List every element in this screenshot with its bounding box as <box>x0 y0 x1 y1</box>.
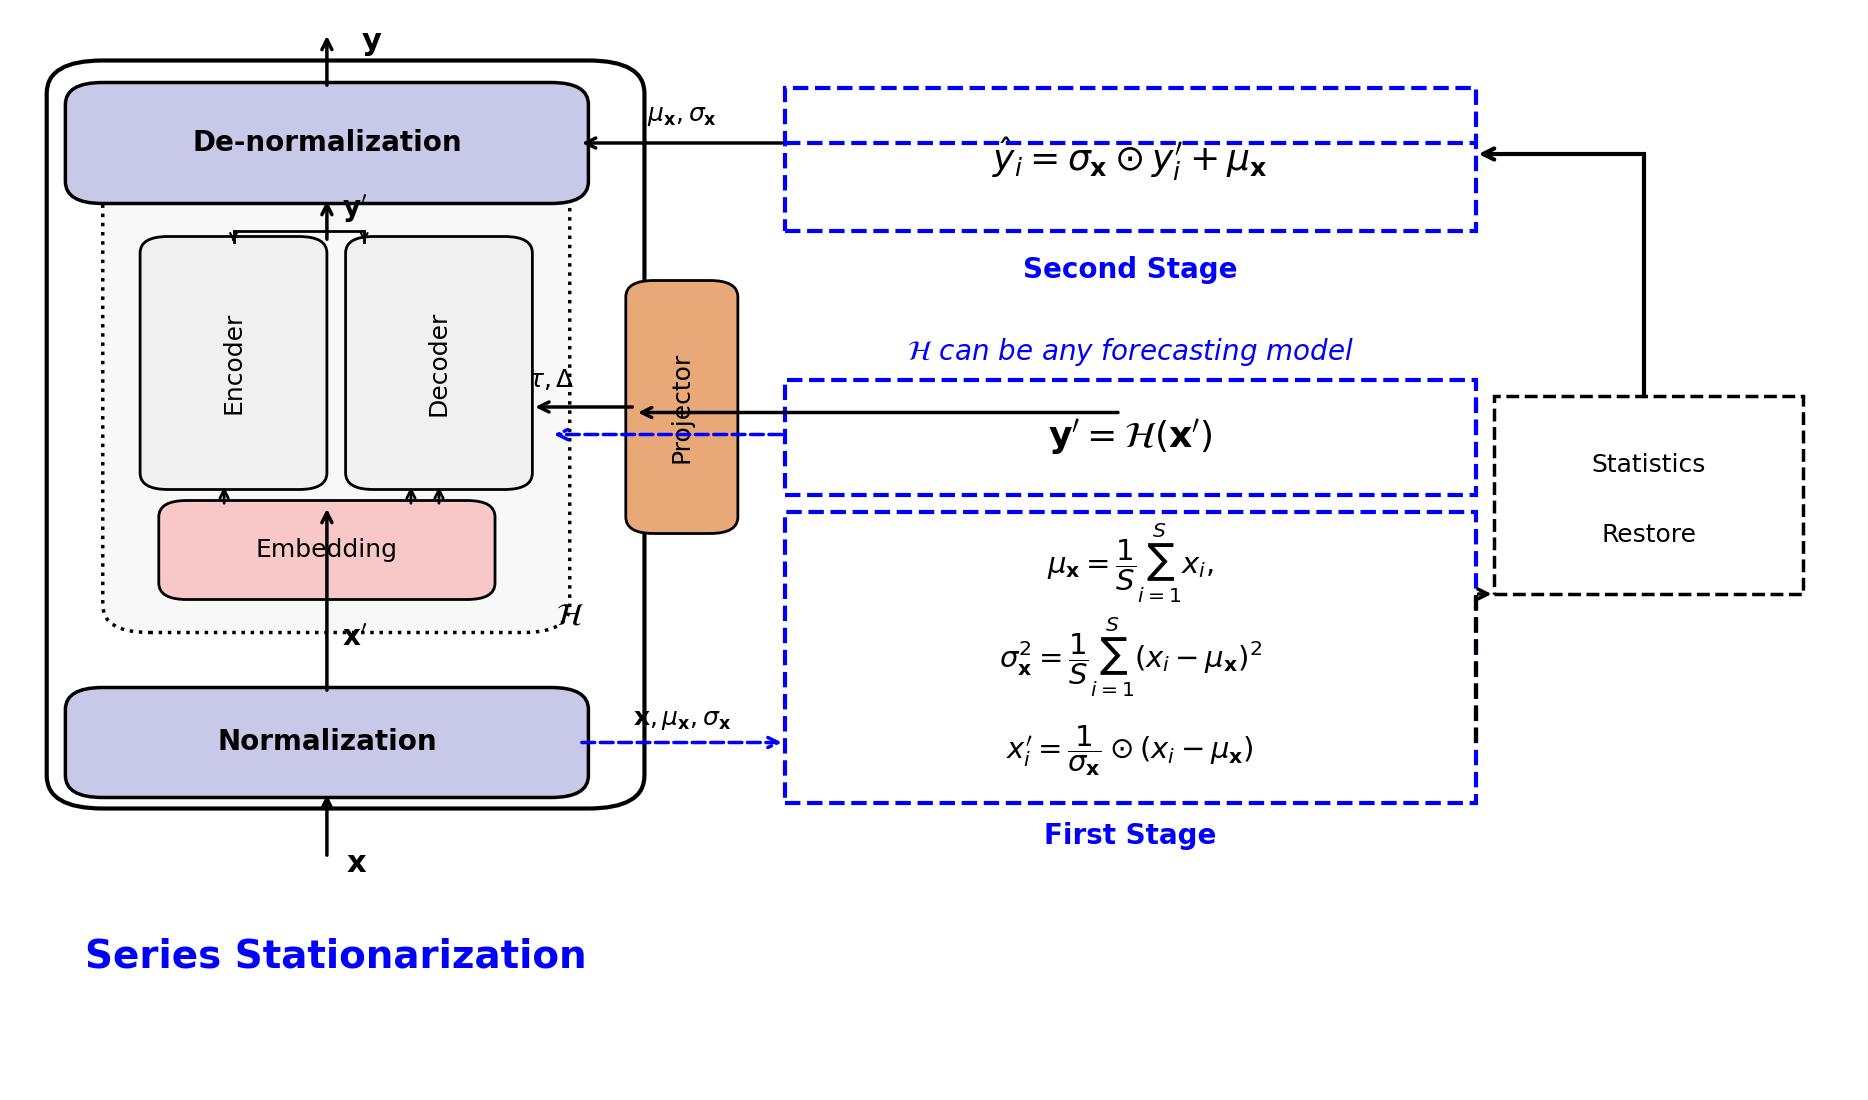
Text: $\mathbf{x}, \mu_\mathbf{x}, \sigma_\mathbf{x}$: $\mathbf{x}, \mu_\mathbf{x}, \sigma_\mat… <box>633 708 730 733</box>
Text: $\mu_\mathbf{x}, \sigma_\mathbf{x}$: $\mu_\mathbf{x}, \sigma_\mathbf{x}$ <box>646 103 717 128</box>
Text: Normalization: Normalization <box>217 728 437 757</box>
Bar <box>785 88 1476 231</box>
FancyBboxPatch shape <box>47 60 644 808</box>
FancyBboxPatch shape <box>65 82 588 204</box>
FancyBboxPatch shape <box>346 236 532 490</box>
Bar <box>785 512 1476 803</box>
Text: $\mathbf{x}'$: $\mathbf{x}'$ <box>342 624 368 652</box>
Text: $\mathbf{y}' = \mathcal{H}(\mathbf{x}')$: $\mathbf{y}' = \mathcal{H}(\mathbf{x}')$ <box>1048 417 1212 458</box>
Text: Encoder: Encoder <box>222 311 245 415</box>
Text: $\mathcal{H}$ can be any forecasting model: $\mathcal{H}$ can be any forecasting mod… <box>906 336 1354 368</box>
Text: $\tau, \Delta$: $\tau, \Delta$ <box>527 367 575 392</box>
Text: De-normalization: De-normalization <box>192 129 461 157</box>
Text: $\mu_\mathbf{x} = \dfrac{1}{S}\sum_{i=1}^{S} x_i,$: $\mu_\mathbf{x} = \dfrac{1}{S}\sum_{i=1}… <box>1046 522 1214 605</box>
FancyBboxPatch shape <box>65 688 588 798</box>
Text: $\mathbf{x}$: $\mathbf{x}$ <box>346 849 366 878</box>
FancyBboxPatch shape <box>159 500 495 600</box>
Text: $\hat{y}_i = \sigma_\mathbf{x} \odot y_i^\prime + \mu_\mathbf{x}$: $\hat{y}_i = \sigma_\mathbf{x} \odot y_i… <box>992 136 1268 183</box>
FancyBboxPatch shape <box>626 280 738 534</box>
Text: $\sigma_\mathbf{x}^2 = \dfrac{1}{S}\sum_{i=1}^{S}(x_i - \mu_\mathbf{x})^2$: $\sigma_\mathbf{x}^2 = \dfrac{1}{S}\sum_… <box>999 616 1261 699</box>
Text: $\mathbf{y}'$: $\mathbf{y}'$ <box>342 192 368 226</box>
Text: Decoder: Decoder <box>428 310 450 416</box>
Text: Projector: Projector <box>671 351 693 463</box>
FancyBboxPatch shape <box>103 170 570 632</box>
Text: $\mathbf{y}$: $\mathbf{y}$ <box>361 30 381 58</box>
Text: First Stage: First Stage <box>1044 822 1216 850</box>
FancyBboxPatch shape <box>140 236 327 490</box>
Text: Restore: Restore <box>1601 522 1696 547</box>
Bar <box>1494 396 1803 594</box>
Text: Statistics: Statistics <box>1592 453 1705 477</box>
Text: Embedding: Embedding <box>256 538 398 562</box>
Text: Series Stationarization: Series Stationarization <box>86 938 587 976</box>
Text: $\mathcal{H}$: $\mathcal{H}$ <box>557 602 583 630</box>
Text: $x_i' = \dfrac{1}{\sigma_\mathbf{x}} \odot (x_i - \mu_\mathbf{x})$: $x_i' = \dfrac{1}{\sigma_\mathbf{x}} \od… <box>1007 723 1253 778</box>
Text: Second Stage: Second Stage <box>1024 255 1237 284</box>
Bar <box>785 379 1476 495</box>
